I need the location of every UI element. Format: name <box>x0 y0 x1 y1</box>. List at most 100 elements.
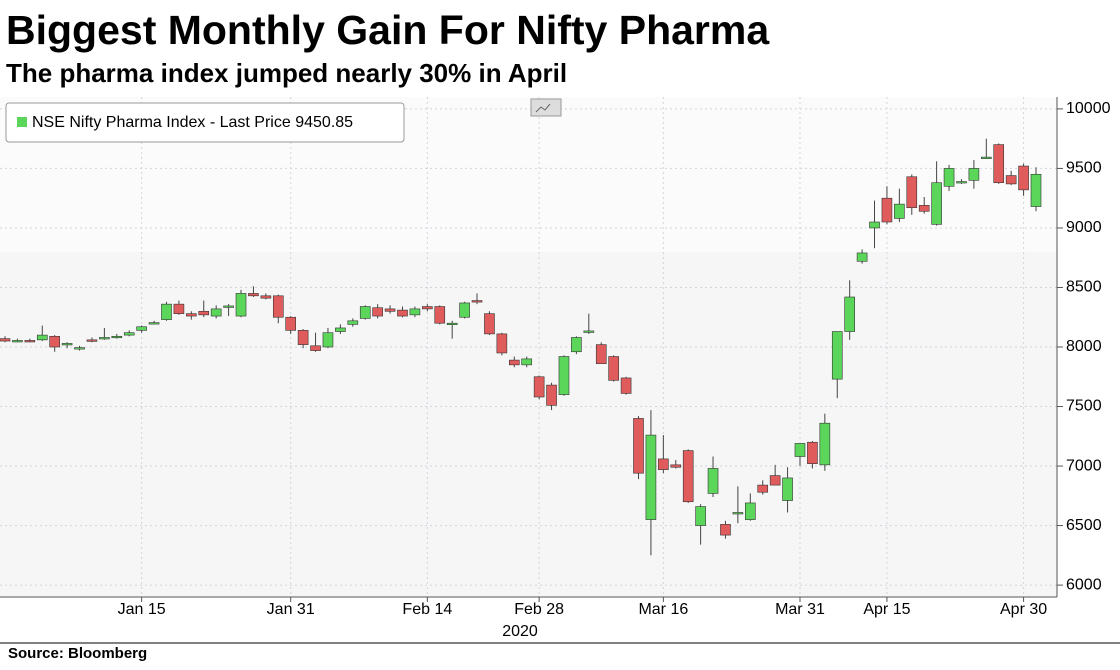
x-tick-label: Feb 28 <box>514 601 564 618</box>
x-tick-label: Mar 16 <box>638 601 688 618</box>
candle-body <box>61 343 73 346</box>
legend <box>5 102 405 143</box>
candle-body <box>223 305 234 308</box>
chart-subtitle: The pharma index jumped nearly 30% in Ap… <box>6 58 567 88</box>
candle-body <box>906 176 918 209</box>
candle-body <box>285 316 296 331</box>
candle-body <box>819 422 831 466</box>
candle-body <box>956 181 967 184</box>
candle-body <box>633 418 644 474</box>
candle-body <box>732 512 744 515</box>
candle-body <box>931 182 942 225</box>
y-tick-label: 9000 <box>1066 219 1102 236</box>
candle-body <box>335 327 346 332</box>
candle-body <box>397 309 408 317</box>
candle-body <box>148 322 160 325</box>
x-tick-label: Mar 31 <box>775 601 825 618</box>
candle-body <box>645 434 657 520</box>
candle-body <box>272 295 284 318</box>
candle-body <box>558 356 570 395</box>
candle-body <box>446 322 458 325</box>
candle-body <box>297 330 309 345</box>
candle-body <box>794 443 806 457</box>
candle-body <box>745 502 756 520</box>
candle-body <box>1018 165 1029 191</box>
candle-body <box>583 330 595 333</box>
candle-body <box>496 333 508 354</box>
candle-body <box>918 205 930 212</box>
x-tick-label: Apr 15 <box>863 601 910 618</box>
candle-body <box>372 307 383 317</box>
y-tick-label: 10000 <box>1066 100 1111 117</box>
candle-body <box>521 358 533 366</box>
candle-body <box>86 339 98 342</box>
candle-body <box>123 332 135 336</box>
candle-body <box>36 334 48 341</box>
candle-body <box>1005 175 1017 185</box>
y-tick-label: 8000 <box>1066 338 1102 355</box>
candle-body <box>310 345 321 351</box>
candle-body <box>571 337 582 353</box>
candle-body <box>546 384 557 406</box>
y-tick-label: 8500 <box>1066 279 1102 296</box>
x-tick-label: Apr 30 <box>1000 601 1047 618</box>
chart-type-button[interactable] <box>530 98 562 117</box>
candle-body <box>769 475 781 486</box>
candle-body <box>422 306 433 310</box>
candle-body <box>198 310 210 316</box>
candle-body <box>322 332 334 348</box>
legend-label: NSE Nifty Pharma Index - Last Price 9450… <box>32 114 353 131</box>
candle-body <box>831 331 843 380</box>
candle-body <box>136 326 147 331</box>
candle-body <box>508 359 520 366</box>
candle-body <box>484 313 495 335</box>
candle-body <box>682 450 694 503</box>
x-tick-label: Jan 31 <box>267 601 315 618</box>
source: Source: Bloomberg <box>8 645 147 662</box>
candle-body <box>757 484 769 493</box>
y-tick-label: 9500 <box>1066 160 1102 177</box>
candle-body <box>111 335 123 339</box>
legend-last-price: 9450.85 <box>295 114 353 131</box>
candle-body <box>670 464 682 468</box>
candle-body <box>235 293 247 317</box>
candle-body <box>993 144 1005 184</box>
candle-body <box>981 156 992 159</box>
candle-body <box>707 468 719 494</box>
x-tick-label: Feb 14 <box>402 601 452 618</box>
candle-body <box>210 308 222 317</box>
candle-body <box>595 344 607 364</box>
candle-body <box>720 524 731 536</box>
candle-body <box>894 203 905 219</box>
x-tick-label: Jan 15 <box>118 601 166 618</box>
candle-body <box>161 303 172 320</box>
legend-swatch <box>17 117 27 127</box>
candle-body <box>844 296 855 332</box>
candle-body <box>74 347 85 350</box>
candle-body <box>434 306 446 324</box>
candle-body <box>260 295 272 299</box>
candle-body <box>49 335 60 348</box>
candle-body <box>695 506 706 526</box>
x-year-label: 2020 <box>502 623 538 640</box>
candle-body <box>409 308 421 316</box>
candle-body <box>248 293 259 297</box>
candle-body <box>658 458 669 470</box>
candle-body <box>359 306 371 319</box>
candle-body <box>869 221 880 229</box>
candle-body <box>533 376 545 398</box>
legend-name: NSE Nifty Pharma Index - Last Price <box>32 114 291 131</box>
candle-body <box>968 168 980 181</box>
candle-body <box>471 300 483 303</box>
candle-body <box>186 313 197 317</box>
candle-body <box>943 168 955 187</box>
candle-body <box>384 308 396 312</box>
candle-body <box>347 320 359 325</box>
candle-body <box>0 338 11 342</box>
candle-body <box>1030 173 1042 207</box>
candle-body <box>881 197 893 223</box>
candle-body <box>856 252 868 262</box>
candle-body <box>608 356 619 381</box>
y-tick-label: 6000 <box>1066 576 1102 593</box>
